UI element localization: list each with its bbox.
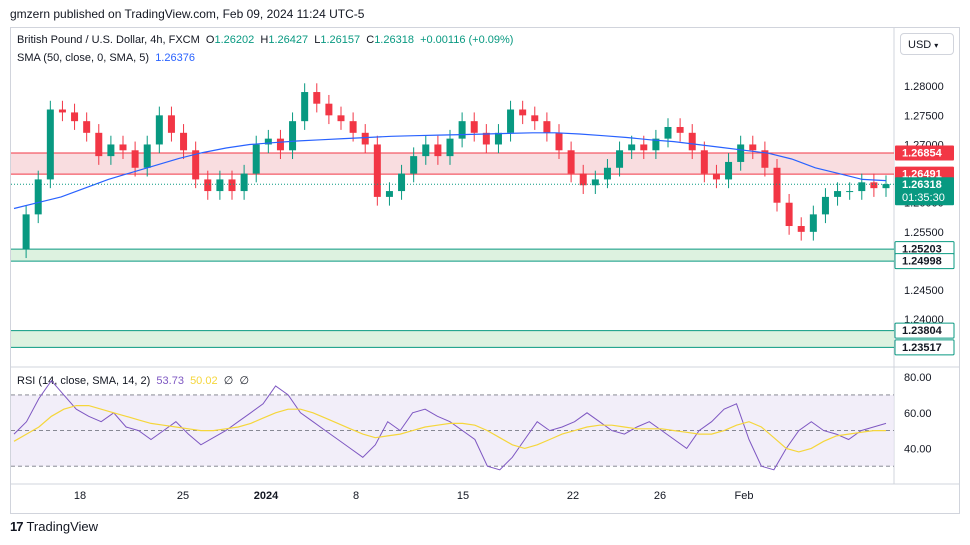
main-legend: British Pound / U.S. Dollar, 4h, FXCM O1…: [17, 34, 513, 46]
brand-name: TradingView: [26, 519, 99, 534]
rsi-sma-value: 50.02: [190, 375, 218, 387]
rsi-legend: RSI (14, close, SMA, 14, 2) 53.73 50.02 …: [17, 374, 249, 387]
chevron-down-icon: ▾: [934, 41, 939, 50]
tradingview-logo-icon: 17: [10, 519, 24, 534]
rsi-value: 53.73: [156, 375, 184, 387]
sma-legend: SMA (50, close, 0, SMA, 5) 1.26376: [17, 52, 195, 64]
close-value: 1.26318: [374, 34, 414, 46]
rsi-extra1: ∅: [223, 375, 234, 387]
currency-label: USD: [908, 39, 932, 51]
rsi-extra2: ∅: [239, 375, 250, 387]
change-value: +0.00116 (+0.09%): [420, 34, 514, 46]
footer: 17 TradingView: [10, 519, 98, 534]
close-label: C: [366, 34, 375, 46]
high-value: 1.26427: [268, 34, 309, 46]
open-label: O: [205, 34, 215, 46]
symbol-label: British Pound / U.S. Dollar, 4h, FXCM: [17, 34, 200, 46]
chart-frame[interactable]: [10, 27, 960, 514]
publisher-line: gmzern published on TradingView.com, Feb…: [10, 7, 365, 21]
high-label: H: [260, 34, 269, 46]
sma-value: 1.26376: [155, 52, 195, 64]
rsi-label: RSI (14, close, SMA, 14, 2): [17, 375, 151, 387]
low-value: 1.26157: [320, 34, 361, 46]
currency-button[interactable]: USD ▾: [900, 33, 954, 55]
sma-label: SMA (50, close, 0, SMA, 5): [17, 52, 150, 64]
low-label: L: [314, 34, 321, 46]
open-value: 1.26202: [214, 34, 255, 46]
